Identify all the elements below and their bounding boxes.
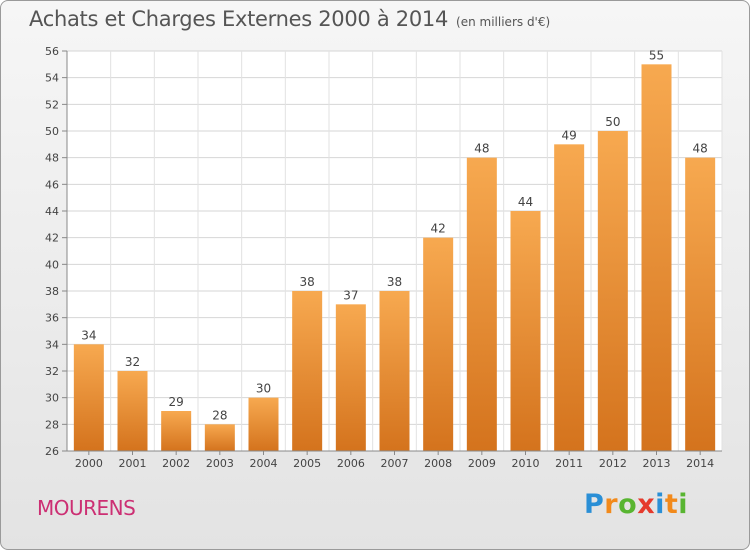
logo-letter: r xyxy=(604,489,619,520)
y-tick-label: 52 xyxy=(45,98,59,111)
x-tick-label: 2002 xyxy=(162,457,190,470)
y-tick-label: 34 xyxy=(45,338,59,351)
bar-value-label: 30 xyxy=(256,382,271,396)
chart-title-unit: (en milliers d'€) xyxy=(456,15,551,29)
x-tick-label: 2006 xyxy=(337,457,365,470)
bar-value-label: 50 xyxy=(605,115,620,129)
axes: 26 28 30 32 34 36 38 40 42 44 46 48 50 52 54 56 2000 2001… xyxy=(45,45,722,470)
bar-value-label: 38 xyxy=(300,275,315,289)
y-tick-label: 38 xyxy=(45,285,59,298)
bar-value-label: 38 xyxy=(387,275,402,289)
x-tick-label: 2011 xyxy=(555,457,583,470)
y-tick-label: 44 xyxy=(45,205,59,218)
bar xyxy=(335,304,366,451)
y-tick-label: 36 xyxy=(45,312,59,325)
logo-letter: P xyxy=(584,489,605,520)
bars: 34 32 29 28 30 38 37 38 42 48 44 49 50 55 48 xyxy=(73,48,716,452)
bar-value-label: 29 xyxy=(169,395,184,409)
y-tick-label: 32 xyxy=(45,365,59,378)
bar-value-label: 42 xyxy=(431,222,446,236)
chart-title-main: Achats et Charges Externes 2000 à 2014 xyxy=(29,7,449,31)
x-tick-label: 2013 xyxy=(643,457,671,470)
bar xyxy=(379,291,410,451)
y-tick-label: 28 xyxy=(45,418,59,431)
y-tick-label: 56 xyxy=(45,45,59,58)
logo-letter: t xyxy=(664,489,679,520)
proxiti-logo: Proxiti xyxy=(584,489,688,520)
commune-name: MOURENS xyxy=(37,496,136,520)
bar-value-label: 48 xyxy=(693,142,708,156)
logo-letter: i xyxy=(678,489,689,520)
y-tick-label: 46 xyxy=(45,178,59,191)
x-tick-label: 2014 xyxy=(686,457,714,470)
bar xyxy=(597,131,628,451)
y-tick-label: 50 xyxy=(45,125,59,138)
bar xyxy=(204,424,235,451)
bar xyxy=(73,344,104,451)
bar xyxy=(554,144,585,452)
bar-value-label: 49 xyxy=(562,128,577,142)
y-tick-label: 54 xyxy=(45,72,59,85)
x-tick-label: 2000 xyxy=(75,457,103,470)
x-tick-label: 2009 xyxy=(468,457,496,470)
x-tick-label: 2003 xyxy=(206,457,234,470)
y-tick-label: 42 xyxy=(45,232,59,245)
bar xyxy=(292,291,323,451)
bar xyxy=(641,64,672,452)
y-tick-label: 40 xyxy=(45,258,59,271)
x-tick-label: 2001 xyxy=(119,457,147,470)
bar xyxy=(248,397,279,451)
bar xyxy=(466,157,497,451)
bar-value-label: 28 xyxy=(212,408,227,422)
x-tick-label: 2012 xyxy=(599,457,627,470)
bar-value-label: 44 xyxy=(518,195,533,209)
bar-value-label: 48 xyxy=(474,142,489,156)
bar-value-label: 55 xyxy=(649,48,664,62)
y-tick-label: 30 xyxy=(45,392,59,405)
logo-letter: o xyxy=(618,489,638,520)
bar xyxy=(117,371,148,451)
x-tick-label: 2010 xyxy=(512,457,540,470)
bar-value-label: 34 xyxy=(81,328,96,342)
bar-value-label: 37 xyxy=(343,288,358,302)
bar xyxy=(685,157,716,451)
logo-letter: i xyxy=(655,489,665,520)
x-tick-label: 2008 xyxy=(424,457,452,470)
y-tick-label: 48 xyxy=(45,152,59,165)
y-tick-label: 26 xyxy=(45,445,59,458)
bar-value-label: 32 xyxy=(125,355,140,369)
x-tick-label: 2005 xyxy=(293,457,321,470)
bar xyxy=(161,411,192,451)
bar xyxy=(510,211,541,451)
x-tick-label: 2007 xyxy=(381,457,409,470)
x-tick-label: 2004 xyxy=(250,457,278,470)
bar xyxy=(423,237,454,451)
chart-title: Achats et Charges Externes 2000 à 2014 (e… xyxy=(29,7,550,31)
logo-letter: x xyxy=(637,489,656,520)
